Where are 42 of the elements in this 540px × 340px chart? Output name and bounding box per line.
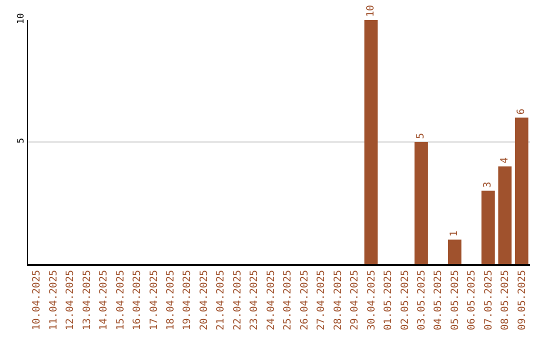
x-tick-label: 06.05.2025 [466,270,478,330]
x-tick-label: 18.04.2025 [165,270,176,330]
x-tick-label: 17.04.2025 [148,270,160,330]
x-tick-label: 28.04.2025 [332,270,344,330]
bar [498,166,512,264]
x-tick-label: 01.05.2025 [383,270,394,330]
data-label: 4 [499,157,510,164]
x-tick-label: 05.05.2025 [450,270,461,330]
x-tick-label: 23.04.2025 [249,270,260,330]
x-tick-label: 14.04.2025 [98,270,110,330]
x-tick-label: 12.04.2025 [65,270,76,330]
x-tick-label: 29.04.2025 [350,270,361,330]
x-tick-label: 02.05.2025 [400,270,411,330]
data-label: 6 [516,108,528,115]
x-tick-label: 07.05.2025 [483,270,494,330]
x-tick-label: 26.04.2025 [299,270,310,330]
x-tick-label: 08.05.2025 [500,270,512,330]
x-tick-label: 20.04.2025 [198,270,210,330]
x-tick-label: 15.04.2025 [115,270,126,330]
x-tick-label: 11.04.2025 [48,270,60,330]
data-label: 3 [482,182,494,188]
data-label: 5 [416,132,427,139]
x-tick-label: 27.04.2025 [316,270,328,330]
x-tick-label: 21.04.2025 [216,270,227,330]
data-label: 1 [449,230,460,237]
x-tick-label: 24.04.2025 [266,270,277,330]
x-tick-label: 13.04.2025 [82,270,93,330]
x-tick-label: 30.04.2025 [366,270,378,330]
x-tick-label: 16.04.2025 [132,270,144,330]
x-tick-label: 09.05.2025 [516,270,528,330]
bar [481,190,495,264]
x-tick-label: 25.04.2025 [282,270,294,330]
bar [448,240,462,264]
bar [414,142,428,264]
data-label: 10 [366,4,377,17]
bar [514,118,528,264]
x-tick-label: 22.04.2025 [232,270,244,330]
x-tick-label: 03.05.2025 [416,270,428,330]
x-tick-label: 10.04.2025 [32,270,43,330]
x-tick-label: 19.04.2025 [182,270,194,330]
bar [364,20,378,264]
x-tick-label: 04.05.2025 [433,270,444,330]
